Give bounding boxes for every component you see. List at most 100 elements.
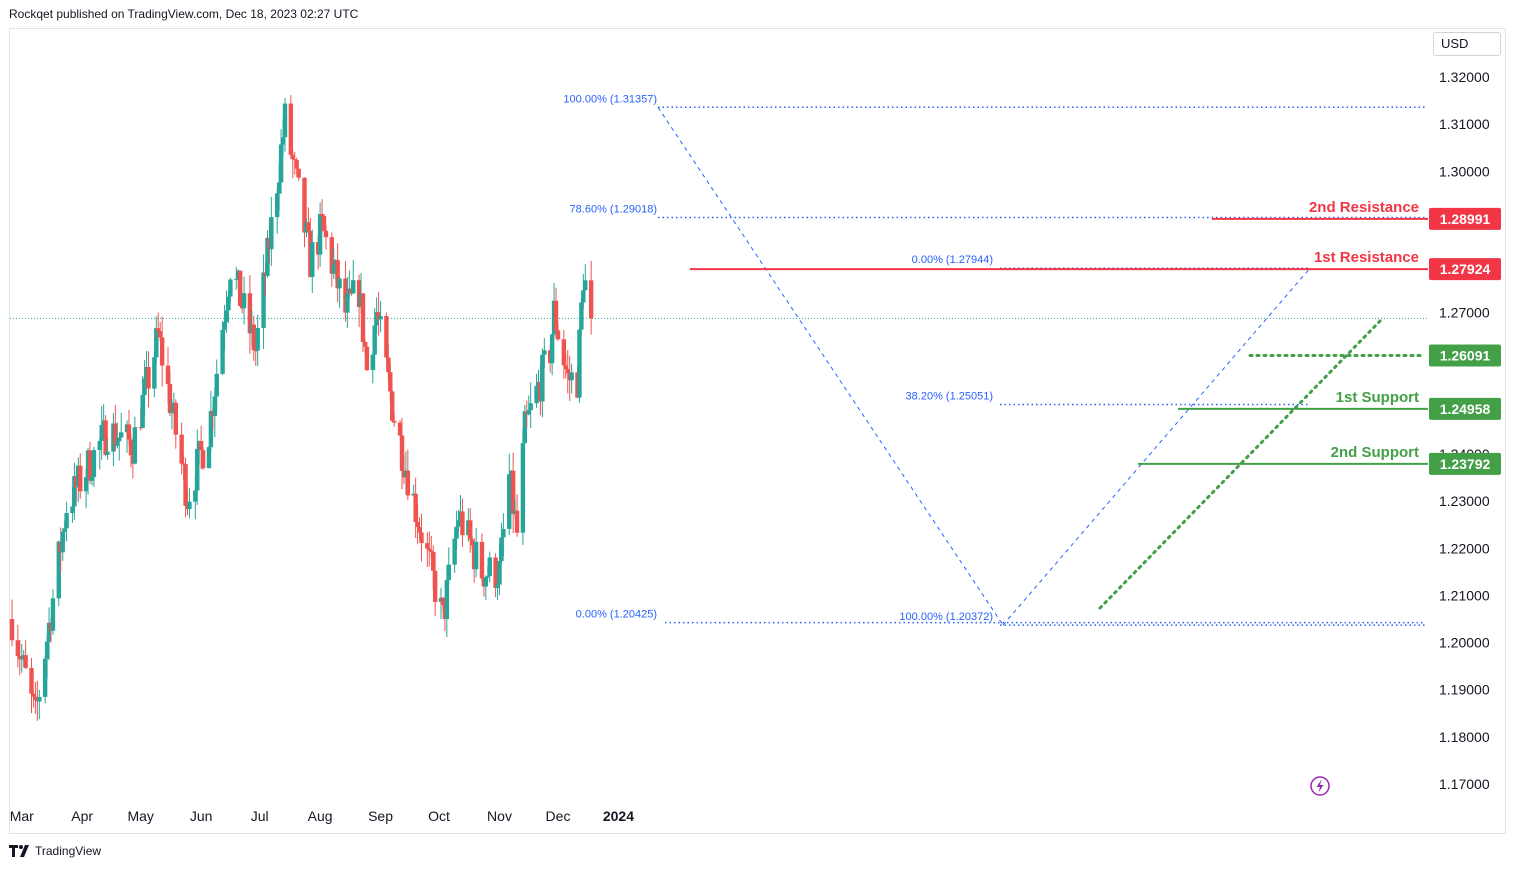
candle-body (388, 372, 393, 392)
candle-body (321, 216, 327, 231)
candle-body (105, 451, 110, 455)
candle-body (292, 159, 297, 161)
candle-body (510, 470, 516, 515)
candle-body (302, 177, 307, 233)
candle-body (413, 493, 418, 522)
tradingview-logo-icon (9, 845, 29, 857)
candle-body (165, 365, 171, 385)
currency-button[interactable]: USD (1433, 32, 1501, 56)
candle-body (212, 396, 217, 417)
price-tag-box (1429, 397, 1501, 420)
candle-body (555, 330, 561, 340)
tradingview-logo[interactable]: TradingView (9, 843, 101, 859)
price-tag-box (1429, 258, 1501, 281)
candle-body (378, 316, 383, 320)
candle-body (173, 402, 178, 435)
candle-body (222, 321, 227, 330)
price-axis: 1.32000 1.31000 1.30000 1.28991 1.27924 1.270… (1310, 69, 1501, 796)
candle-body (42, 658, 48, 697)
price-tag-label: 1.26091 (1440, 348, 1491, 364)
drawings-layer: 100.00% (1.31357) 78.60% (1.29018) 0.00% (… (10, 93, 1428, 626)
price-axis-label: 1.22000 (1439, 540, 1490, 556)
candle-body (432, 570, 438, 602)
time-axis-label: Jun (190, 808, 213, 824)
candle-body (208, 411, 214, 448)
candle-body (319, 214, 325, 217)
candle-body (64, 513, 69, 529)
candle-body (87, 450, 93, 481)
candle-body (29, 667, 34, 694)
price-axis-label: 1.30000 (1439, 163, 1490, 179)
candle-body (397, 422, 403, 436)
candle-body (99, 424, 104, 441)
candle-body (23, 655, 28, 668)
candle-body (159, 337, 165, 366)
candle-body (487, 557, 492, 576)
candle-body (91, 450, 97, 478)
candle-body (228, 279, 233, 297)
candle-body (128, 439, 134, 456)
candle-body (83, 477, 89, 492)
candle-body (468, 520, 473, 540)
fib-trend-line (657, 107, 1004, 626)
candle-body (370, 354, 375, 371)
candle-body (33, 696, 38, 701)
candle-body (364, 346, 370, 371)
time-axis-label: Mar (10, 808, 34, 824)
candle-body (78, 465, 83, 492)
fib2-trend-line (1002, 267, 1311, 626)
candle-body (520, 443, 526, 533)
level-name-label: 1st Resistance (1314, 249, 1419, 266)
candle-body (542, 350, 547, 355)
candle-body (132, 427, 138, 464)
candle-body (384, 316, 389, 358)
candle-body (247, 293, 253, 334)
candle-body (89, 477, 95, 481)
candle-body (146, 366, 151, 389)
candle-body (351, 280, 356, 294)
candle-body (372, 325, 377, 355)
candle-body (317, 214, 323, 255)
candle-body (187, 501, 192, 510)
price-axis-label: 1.27000 (1439, 305, 1490, 321)
candle-body (390, 391, 395, 421)
candle-body (588, 280, 594, 319)
candle-body (31, 693, 36, 697)
candle-body (156, 328, 161, 332)
candle-body (278, 144, 284, 183)
candle-body (220, 329, 225, 374)
candle-body (72, 476, 77, 507)
candle-body (290, 154, 295, 160)
candle-body (282, 103, 288, 138)
candle-body (152, 357, 157, 389)
price-tag-box (1429, 452, 1501, 475)
candle-body (310, 242, 315, 278)
candle-body (275, 193, 280, 218)
candle-body (15, 640, 21, 657)
candle-body (579, 302, 584, 330)
lightning-bolt-icon (1316, 779, 1324, 793)
level-name-label: 2nd Resistance (1309, 199, 1419, 216)
candle-body (485, 575, 490, 578)
candle-body (399, 435, 405, 471)
publisher-caption: Rockqet published on TradingView.com, De… (9, 7, 359, 21)
candle-body (507, 474, 512, 529)
candle-body (501, 528, 506, 538)
fib-label: 0.00% (1.27944) (912, 254, 993, 266)
candle-body (234, 278, 239, 280)
candle-body (226, 296, 231, 311)
candle-body (60, 531, 65, 553)
candle-body (329, 237, 334, 274)
candle-body (497, 561, 502, 585)
time-axis-label: Jul (251, 808, 269, 824)
candle-body (251, 324, 256, 351)
candle-body (540, 354, 545, 402)
candle-body (419, 532, 424, 544)
candles-layer (9, 95, 594, 721)
candle-body (214, 373, 219, 397)
candle-body (528, 403, 533, 411)
candle-body (417, 527, 422, 533)
candle-body (167, 384, 173, 414)
candle-body (206, 447, 212, 469)
